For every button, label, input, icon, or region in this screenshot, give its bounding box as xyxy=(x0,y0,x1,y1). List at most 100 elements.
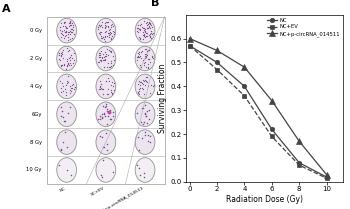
Point xyxy=(66,21,71,24)
Point xyxy=(72,85,78,88)
Point xyxy=(68,24,74,27)
Point xyxy=(63,67,69,70)
Point xyxy=(106,111,112,114)
Point xyxy=(61,62,67,65)
Circle shape xyxy=(57,158,77,182)
Point xyxy=(145,22,151,25)
Point xyxy=(108,31,114,34)
Point xyxy=(102,58,107,61)
Y-axis label: Surviving Fraction: Surviving Fraction xyxy=(158,64,167,133)
Point xyxy=(143,55,148,58)
Text: 2 Gy: 2 Gy xyxy=(30,56,42,61)
Point xyxy=(69,27,75,31)
Point xyxy=(105,93,111,96)
Circle shape xyxy=(135,130,155,154)
Circle shape xyxy=(96,74,116,99)
Point xyxy=(135,135,141,139)
Point xyxy=(61,20,67,24)
Point xyxy=(57,25,62,28)
Point xyxy=(98,23,104,27)
Point xyxy=(137,63,142,66)
Point xyxy=(100,145,106,149)
Point xyxy=(68,53,74,57)
Point xyxy=(103,54,108,58)
Point xyxy=(105,20,111,24)
Point xyxy=(111,88,117,92)
Point xyxy=(142,103,148,106)
Point xyxy=(58,35,64,38)
Point xyxy=(61,48,66,52)
Point xyxy=(63,119,68,123)
Point xyxy=(102,113,107,116)
Point xyxy=(97,79,103,82)
Point xyxy=(137,86,142,89)
Point xyxy=(67,23,72,27)
Point xyxy=(110,110,116,113)
Point xyxy=(137,54,143,58)
Point xyxy=(100,135,105,139)
Point xyxy=(99,117,105,120)
Point xyxy=(106,25,111,29)
Point xyxy=(105,87,111,91)
Point xyxy=(148,30,154,33)
Line: NC: NC xyxy=(187,43,329,179)
Point xyxy=(140,122,146,125)
Point xyxy=(102,58,108,62)
Point xyxy=(105,32,111,35)
Point xyxy=(138,50,144,54)
Point xyxy=(150,85,156,88)
Point xyxy=(72,86,77,89)
Line: NC+p-circRNA_014511: NC+p-circRNA_014511 xyxy=(187,36,329,177)
Circle shape xyxy=(57,18,77,43)
Point xyxy=(144,32,150,35)
Point xyxy=(104,107,110,111)
Point xyxy=(107,27,113,31)
Point xyxy=(140,82,146,86)
Point xyxy=(148,36,154,40)
Point xyxy=(70,28,76,31)
Point xyxy=(147,22,153,25)
Point xyxy=(62,31,68,34)
Point xyxy=(99,20,105,24)
Point xyxy=(140,87,146,90)
Point xyxy=(99,37,105,40)
Point xyxy=(68,63,74,67)
Point xyxy=(67,61,72,65)
Point xyxy=(136,52,142,55)
Circle shape xyxy=(96,46,116,71)
Point xyxy=(65,30,71,33)
Point xyxy=(106,80,111,83)
Point xyxy=(110,91,115,95)
Point xyxy=(99,112,105,116)
Point xyxy=(63,93,69,97)
Point xyxy=(104,20,110,23)
Point xyxy=(97,134,103,137)
Point xyxy=(141,27,147,30)
Point xyxy=(104,80,109,83)
Point xyxy=(62,30,68,34)
Point xyxy=(141,93,147,96)
Point xyxy=(62,31,68,34)
Point xyxy=(140,38,146,41)
Point xyxy=(139,87,145,90)
Point xyxy=(134,26,140,29)
Circle shape xyxy=(57,74,77,99)
Point xyxy=(97,87,103,90)
Point xyxy=(136,79,142,82)
Point xyxy=(56,53,62,57)
Point xyxy=(147,60,153,64)
Point xyxy=(107,118,113,121)
Point xyxy=(97,51,103,55)
Point xyxy=(108,60,114,63)
Point xyxy=(151,83,156,87)
Point xyxy=(105,110,110,113)
Point xyxy=(145,48,151,52)
Point xyxy=(147,35,153,38)
Point xyxy=(68,27,74,30)
Point xyxy=(65,111,71,114)
Point xyxy=(65,32,70,36)
Point xyxy=(140,58,146,62)
Point xyxy=(106,48,111,52)
Point xyxy=(99,56,104,59)
Point xyxy=(60,33,65,36)
